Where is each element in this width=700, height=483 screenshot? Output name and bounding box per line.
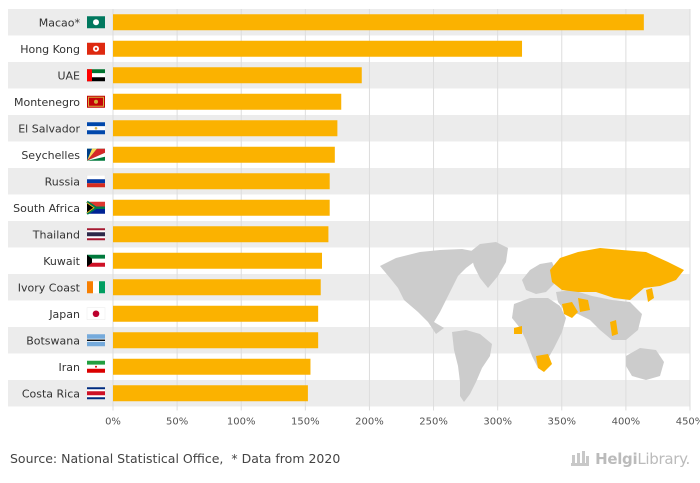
row-band <box>8 380 690 407</box>
category-label: Macao* <box>39 16 81 29</box>
category-label: Japan <box>48 308 80 321</box>
brand-name-bold: Helgi <box>595 450 638 468</box>
building-icon <box>571 451 590 466</box>
botswana-flag <box>87 334 105 347</box>
source-text: Source: National Statistical Office, <box>10 451 224 466</box>
bar <box>113 385 308 402</box>
category-label: Iran <box>59 361 81 374</box>
category-label: Ivory Coast <box>18 281 81 294</box>
map-russia <box>550 248 684 300</box>
category-label: Thailand <box>32 228 80 241</box>
category-label: El Salvador <box>18 122 80 135</box>
bar <box>113 358 311 375</box>
kuwait-flag <box>87 254 105 267</box>
japan-flag <box>86 307 106 320</box>
map-japan <box>646 288 654 302</box>
macao-flag <box>87 16 105 29</box>
helgi-library-logo: HelgiLibrary. <box>569 447 690 471</box>
map-south-africa <box>536 354 552 372</box>
x-tick-label: 150% <box>291 417 320 428</box>
category-label: Seychelles <box>21 149 80 162</box>
ivory-coast-flag <box>87 281 105 294</box>
brand-name-regular: Library. <box>637 450 690 468</box>
category-label: Russia <box>45 175 80 188</box>
category-label: Botswana <box>26 334 80 347</box>
row-band <box>8 327 690 354</box>
x-tick-label: 50% <box>166 417 188 428</box>
row-band <box>8 168 690 195</box>
x-tick-label: 400% <box>612 417 641 428</box>
bar <box>113 93 342 110</box>
row-band <box>8 115 690 142</box>
map-africa <box>512 298 566 368</box>
flags <box>86 16 106 400</box>
map-greenland <box>470 242 508 288</box>
footer-source: Source: National Statistical Office, * D… <box>10 451 340 466</box>
x-tick-label: 350% <box>547 417 576 428</box>
bar <box>113 199 330 216</box>
seychelles-flag <box>87 148 105 161</box>
x-tick-label: 300% <box>483 417 512 428</box>
el-salvador-flag <box>87 122 105 135</box>
thailand-flag <box>87 228 105 241</box>
category-label: Kuwait <box>43 255 80 268</box>
bar <box>113 120 338 137</box>
bar <box>113 305 319 322</box>
map-asia <box>556 290 642 340</box>
map-middle-east <box>562 302 578 318</box>
bar-chart: Macao* Hong Kong UAE Montenegro El Salvador S… <box>8 9 700 428</box>
x-axis-ticks: 0% 50% 100% 150% 200% 250% 300% 350% 400% 450% <box>105 417 700 428</box>
iran-flag <box>87 360 105 373</box>
bar <box>113 332 319 349</box>
map-north-america <box>380 249 478 334</box>
south-africa-flag <box>86 200 105 215</box>
map-australia <box>626 348 664 380</box>
bar <box>113 14 644 31</box>
bar <box>113 173 330 190</box>
bars <box>113 14 644 402</box>
x-tick-label: 100% <box>227 417 256 428</box>
x-tick-label: 0% <box>105 417 121 428</box>
category-label: UAE <box>57 69 80 82</box>
category-labels: Macao* Hong Kong UAE Montenegro El Salvador S… <box>13 16 81 400</box>
x-tick-label: 450% <box>676 417 700 428</box>
bar <box>113 40 523 57</box>
category-label: Montenegro <box>14 96 80 109</box>
map-thailand <box>610 320 618 336</box>
costa-rica-flag <box>87 387 105 400</box>
montenegro-flag <box>87 95 105 108</box>
hong-kong-flag <box>87 42 105 55</box>
map-south-america <box>452 330 492 402</box>
map-west-africa <box>514 326 522 334</box>
bar <box>113 226 329 243</box>
russia-flag <box>86 175 106 188</box>
category-label: Hong Kong <box>20 43 80 56</box>
category-label: South Africa <box>13 202 80 215</box>
bar <box>113 252 323 269</box>
bar <box>113 279 321 296</box>
row-band <box>8 221 690 248</box>
map-iran <box>578 298 590 312</box>
x-tick-label: 200% <box>355 417 384 428</box>
world-map <box>380 242 684 402</box>
bar <box>113 67 362 84</box>
data-note: * Data from 2020 <box>231 451 341 466</box>
x-tick-label: 250% <box>419 417 448 428</box>
map-europe <box>522 262 556 294</box>
bar <box>113 146 335 163</box>
uae-flag <box>87 69 105 82</box>
category-label: Costa Rica <box>22 387 80 400</box>
